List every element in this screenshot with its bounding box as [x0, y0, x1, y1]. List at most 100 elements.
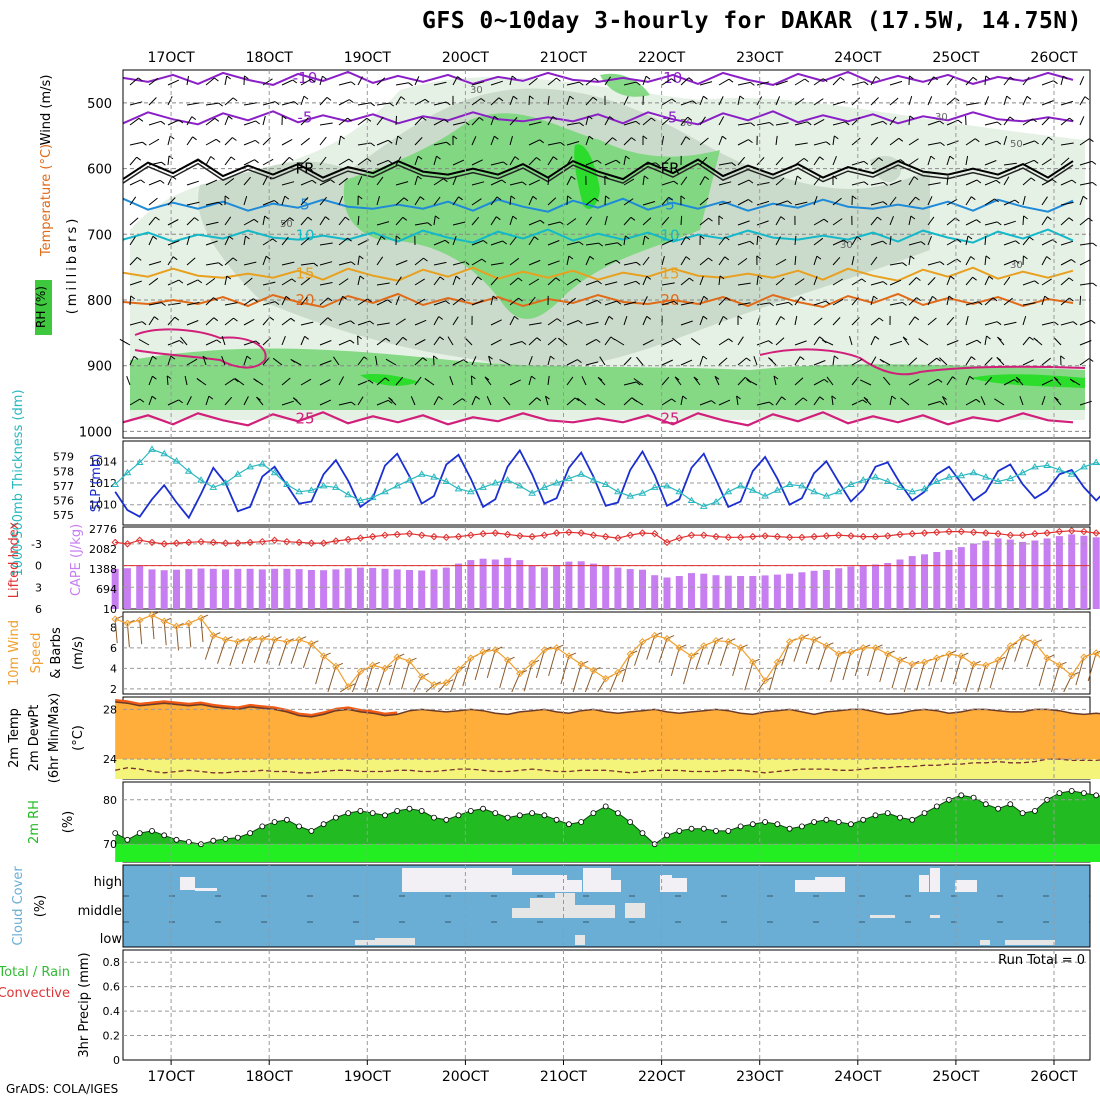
wind-barb-flag — [151, 395, 157, 400]
dewpoint-axis-label: 2m DewPt — [27, 705, 42, 772]
wind10-barb — [290, 639, 300, 664]
wind-barb — [927, 401, 941, 406]
wind-barb-flag — [750, 122, 756, 127]
wind-barb — [281, 217, 291, 226]
temperature-contour — [122, 411, 1074, 427]
wind-barb — [376, 299, 388, 306]
wind-barb-flag — [577, 320, 583, 324]
lifted-index-point — [847, 532, 855, 540]
wind-barb — [490, 136, 495, 146]
cape-bar — [639, 569, 646, 609]
contour-label: 5 — [665, 196, 675, 214]
wind-barb — [452, 159, 465, 166]
wind-barb-flag — [643, 175, 649, 180]
lifted-index-point — [123, 540, 132, 548]
temperature-contour — [122, 266, 1074, 282]
wind-barb — [262, 356, 270, 366]
wind10-frame — [122, 611, 1091, 695]
wind10-speed-point — [258, 634, 267, 643]
wind10-speed-point — [221, 635, 230, 644]
wind-barb — [300, 277, 311, 286]
wind-barb — [1041, 136, 1049, 146]
wind-barb — [927, 76, 935, 86]
wind-barb — [509, 215, 514, 226]
wind-barb-flag — [780, 316, 786, 320]
wind-barb — [756, 157, 765, 166]
wind-barb — [300, 237, 310, 246]
wind-barb — [281, 138, 293, 146]
wind-barb — [813, 336, 820, 346]
wind-barb — [395, 376, 404, 386]
rh2m-tick-label: 80 — [103, 794, 117, 807]
wind-barb-flag — [976, 219, 981, 224]
wind-barb-flag — [936, 357, 941, 362]
lifted-index-point — [1031, 530, 1039, 538]
wind-barb-flag — [1092, 182, 1097, 186]
wind10-speed-point — [479, 648, 487, 656]
temperature-contour — [122, 197, 1074, 213]
wind-barb — [167, 279, 180, 286]
wind10-barb — [486, 649, 496, 679]
cloud-block — [1005, 940, 1055, 945]
wind10-speed-point — [160, 617, 168, 625]
cape-bar — [896, 559, 904, 609]
wind-barb — [870, 136, 879, 146]
wind-barb — [376, 139, 389, 146]
cape-bar — [884, 563, 892, 609]
wind-barb-flag — [347, 237, 352, 242]
cape-bar — [810, 570, 818, 609]
cape-bar — [209, 568, 217, 609]
rh2m-point — [578, 819, 585, 825]
wind-barb-flag — [253, 298, 258, 303]
wind-barb-flag — [213, 317, 218, 322]
wind-barb-flag — [724, 256, 730, 261]
wind-barb — [813, 360, 826, 366]
cloud-block — [795, 880, 815, 892]
wind-barb — [490, 216, 497, 226]
wind-barb — [471, 181, 485, 186]
wind-barb — [319, 379, 331, 386]
wind-barb — [699, 316, 704, 326]
wind10-speed-point — [197, 614, 205, 622]
cape-bar — [872, 564, 879, 609]
wind-barb — [452, 276, 457, 286]
wind-barb — [129, 217, 139, 226]
wind-barb — [927, 182, 941, 186]
wind10-speed-point — [1092, 649, 1100, 657]
wind-barb — [129, 156, 138, 166]
wind-barb — [243, 120, 256, 126]
lifted-index-point — [209, 538, 217, 547]
wind-barb — [395, 156, 402, 166]
rh2m-point — [345, 810, 352, 816]
wind-barb-flag — [324, 216, 330, 221]
wind-barb-flag — [424, 98, 430, 103]
wind-barb — [566, 297, 577, 306]
wind-barb — [224, 116, 229, 126]
wind-barb — [642, 235, 646, 246]
wind-barb — [1060, 157, 1070, 166]
thickness-point — [626, 492, 635, 499]
wind-barb-flag — [631, 137, 636, 142]
wind-barb-flag — [882, 240, 888, 245]
wind-barb-flag — [856, 236, 862, 241]
wind-barb — [927, 277, 936, 286]
wind-barb-flag — [234, 378, 239, 383]
wind10-speed-point — [454, 665, 463, 674]
wind-barb — [262, 215, 266, 226]
lifted-index-point — [896, 530, 904, 539]
wind-barb — [851, 358, 863, 366]
wind10-speed-point — [1043, 654, 1051, 662]
wind-barb — [661, 135, 665, 146]
wind-barb — [737, 156, 746, 166]
thickness-point — [614, 487, 622, 495]
wind-barb-flag — [358, 255, 364, 260]
wind-barb — [338, 339, 351, 346]
thickness-markers — [111, 445, 1100, 509]
wind-barb — [585, 159, 598, 166]
wind-barb — [262, 200, 275, 206]
wind-barb — [870, 336, 876, 346]
wind-barb — [889, 235, 892, 246]
wind10-barb — [462, 657, 472, 687]
wind10-barb-flag — [421, 673, 429, 678]
lifted-index-point — [651, 530, 659, 538]
